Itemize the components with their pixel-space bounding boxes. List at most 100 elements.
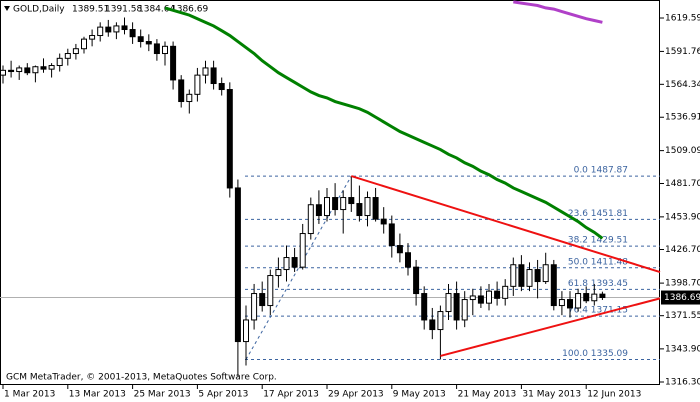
candle-body: [332, 197, 339, 211]
candle-body: [251, 293, 258, 321]
candle-body: [396, 245, 403, 254]
x-tick-label: 12 Jun 2013: [587, 390, 641, 400]
candle-body: [558, 299, 565, 307]
candle-body: [583, 293, 590, 302]
candle-body: [89, 35, 96, 40]
x-tick-label: 17 Apr 2013: [263, 390, 319, 400]
candle-body: [56, 57, 63, 67]
candle-body: [97, 26, 104, 37]
quote-value: 1384.64: [138, 5, 175, 15]
candle-body: [0, 69, 6, 76]
y-tick-label: 1371.55: [665, 311, 700, 321]
candle-body: [324, 197, 330, 217]
y-tick-label: 1481.70: [665, 179, 700, 189]
candle-body: [469, 295, 476, 301]
quote-value: 1391.58: [105, 5, 142, 15]
x-tick-label: 21 May 2013: [458, 390, 517, 400]
y-tick-label: 1343.90: [665, 344, 700, 354]
x-tick-label: 5 Apr 2013: [198, 390, 248, 400]
candle-body: [40, 66, 47, 70]
candle-body: [340, 197, 347, 211]
candle-body: [291, 257, 298, 268]
candle-body: [226, 89, 233, 189]
candle-body: [307, 204, 314, 235]
x-tick-label: 1 Mar 2013: [4, 390, 55, 400]
y-tick-label: 1453.90: [665, 212, 700, 222]
price-box-label: 1386.69: [664, 293, 700, 303]
fib-label: 76.4 1371.15: [568, 306, 628, 316]
moving-average: [164, 6, 604, 240]
candle-body: [542, 264, 549, 283]
x-tick-label: 9 May 2013: [393, 390, 446, 400]
candle-body: [567, 299, 573, 309]
y-tick-label: 1619.59: [665, 14, 700, 24]
candle-body: [502, 285, 509, 299]
fib-label: 23.6 1451.81: [568, 209, 628, 219]
candle-body: [259, 293, 266, 307]
candle-body: [364, 197, 371, 217]
trendline: [440, 297, 661, 357]
candle-body: [526, 269, 533, 287]
candle-body: [599, 293, 606, 299]
candle-body: [129, 29, 136, 38]
candle-body: [48, 65, 55, 70]
trendline: [351, 175, 661, 274]
fib-label: 61.8 1393.45: [568, 279, 628, 289]
candle-body: [315, 204, 322, 217]
candle-body: [186, 93, 193, 103]
candle-body: [64, 53, 71, 59]
candle-body: [356, 203, 363, 217]
credit: GCM MetaTrader, © 2001-2013, MetaQuotes …: [6, 373, 277, 383]
candle-body: [388, 223, 395, 247]
candle-body: [72, 48, 79, 55]
moving-average: [513, 0, 603, 24]
candle-body: [218, 83, 225, 91]
y-tick-label: 1536.91: [665, 113, 700, 123]
candle-body: [16, 67, 23, 73]
candle-body: [162, 45, 168, 55]
candle-body: [267, 275, 274, 307]
fib-label: 100.0 1335.09: [562, 349, 628, 359]
symbol: GOLD,Daily: [13, 5, 65, 15]
candle-body: [348, 197, 355, 205]
price-box: [661, 290, 700, 305]
y-tick-label: 1564.34: [665, 80, 700, 90]
candle-body: [32, 66, 39, 74]
candle-body: [591, 293, 598, 302]
candle-body: [550, 264, 557, 307]
fib-label: 38.2 1429.51: [568, 236, 628, 246]
candle-body: [275, 269, 282, 277]
candle-body: [445, 293, 452, 313]
quote-value: 1386.69: [171, 5, 208, 15]
candle-body: [510, 264, 517, 287]
candle-body: [113, 25, 120, 33]
y-tick-label: 1509.09: [665, 146, 700, 156]
fib-label: 0.0 1487.87: [574, 166, 628, 176]
candle-body: [518, 264, 525, 287]
x-tick-label: 31 May 2013: [522, 390, 581, 400]
fib-label: 50.0 1411.48: [568, 257, 628, 267]
candle-body: [494, 290, 501, 299]
quote-value: 1389.51: [72, 5, 109, 15]
candle-body: [210, 67, 217, 85]
candle-body: [202, 67, 209, 76]
x-tick-label: 29 Apr 2013: [328, 390, 384, 400]
candle-body: [534, 269, 541, 283]
x-tick-label: 13 Mar 2013: [69, 390, 126, 400]
candle-body: [178, 79, 185, 103]
candle-body: [299, 233, 306, 268]
y-tick-label: 1426.70: [665, 245, 700, 255]
candle-body: [413, 266, 420, 295]
candle-body: [429, 319, 436, 331]
candle-body: [137, 36, 144, 43]
x-tick-label: 25 Mar 2013: [134, 390, 191, 400]
symbol-icon: [4, 6, 10, 11]
candle-body: [575, 293, 582, 309]
candle-body: [153, 43, 160, 55]
candle-body: [421, 293, 428, 321]
candle-body: [437, 311, 444, 331]
candle-body: [24, 67, 31, 74]
candle-body: [243, 319, 249, 343]
candle-body: [145, 41, 152, 45]
